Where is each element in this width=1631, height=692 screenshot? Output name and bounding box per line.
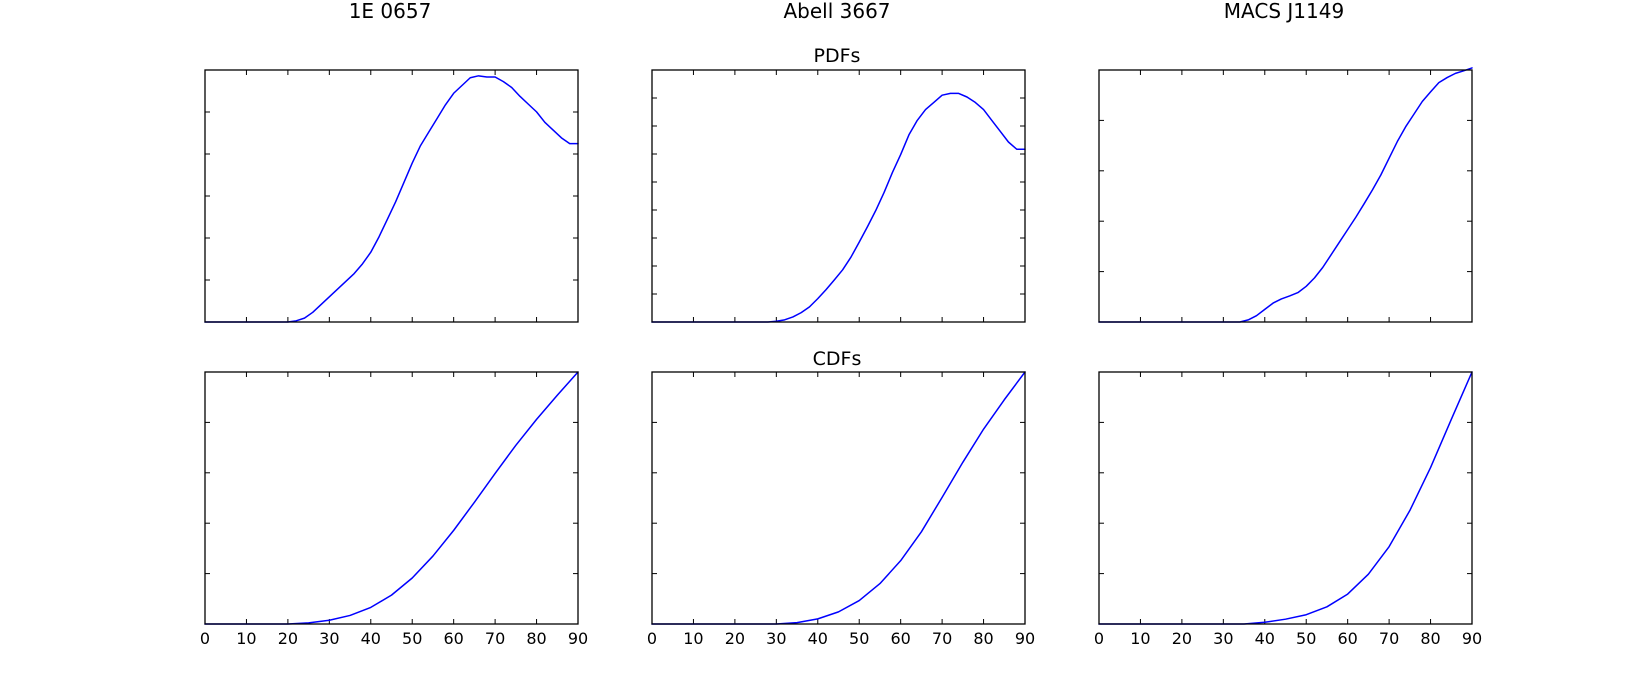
xtick-label: 50	[1296, 629, 1316, 648]
xtick-label: 50	[402, 629, 422, 648]
xtick-label: 90	[1015, 629, 1035, 648]
column-title-1e0657: 1E 0657	[349, 0, 432, 23]
xtick-label: 0	[647, 629, 657, 648]
xtick-label: 50	[849, 629, 869, 648]
series-line-cdfs-1e0657	[204, 371, 579, 625]
xtick-label: 80	[526, 629, 546, 648]
xtick-label: 90	[568, 629, 588, 648]
xtick-label: 30	[1213, 629, 1233, 648]
axes-frame	[651, 371, 1026, 625]
xtick-label: 40	[1255, 629, 1275, 648]
row-title-pdfs: PDFs	[814, 45, 861, 67]
xtick-label: 0	[200, 629, 210, 648]
row-title-cdfs: CDFs	[813, 348, 862, 370]
axes-frame	[1098, 69, 1473, 323]
series-line-pdfs-macsj1149	[1098, 67, 1473, 323]
xtick-label: 60	[443, 629, 463, 648]
subplot-cdfs-macsj1149: 0 10 20 30 40 50 60 70 80 90	[1094, 371, 1482, 648]
column-title-macsj1149: MACS J1149	[1224, 0, 1344, 23]
xtick-label: 40	[808, 629, 828, 648]
xtick-label: 10	[1130, 629, 1150, 648]
xtick-label: 70	[1379, 629, 1399, 648]
column-title-abell3667: Abell 3667	[783, 0, 890, 23]
xtick-label: 30	[319, 629, 339, 648]
xtick-label: 20	[725, 629, 745, 648]
xtick-label: 80	[973, 629, 993, 648]
series-line-pdfs-abell3667	[651, 92, 1026, 323]
subplot-pdfs-abell3667	[651, 69, 1026, 323]
subplot-pdfs-1e0657	[204, 69, 579, 323]
series-line-cdfs-abell3667	[651, 371, 1026, 625]
axes-frame	[1098, 371, 1473, 625]
subplot-pdfs-macsj1149	[1098, 67, 1473, 323]
series-line-cdfs-macsj1149	[1098, 371, 1473, 625]
axes-frame	[204, 371, 579, 625]
xtick-label: 60	[890, 629, 910, 648]
subplot-cdfs-abell3667: 0 10 20 30 40 50 60 70 80 90	[647, 371, 1035, 648]
xtick-label: 10	[683, 629, 703, 648]
xtick-label: 40	[361, 629, 381, 648]
xtick-label: 0	[1094, 629, 1104, 648]
subplot-grid: 0 10 20 30 40 50 60 70 80 90 0 10 20 30 40 50 60 70 80 90 0 1…	[200, 67, 1482, 648]
subplot-cdfs-1e0657: 0 10 20 30 40 50 60 70 80 90	[200, 371, 588, 648]
axes-frame	[651, 69, 1026, 323]
xtick-label: 20	[1172, 629, 1192, 648]
xtick-label: 60	[1337, 629, 1357, 648]
xtick-label: 30	[766, 629, 786, 648]
xtick-label: 10	[236, 629, 256, 648]
xtick-label: 70	[932, 629, 952, 648]
xtick-label: 80	[1420, 629, 1440, 648]
xtick-label: 70	[485, 629, 505, 648]
axes-frame	[204, 69, 579, 323]
xtick-label: 90	[1462, 629, 1482, 648]
series-line-pdfs-1e0657	[204, 75, 579, 323]
xtick-label: 20	[278, 629, 298, 648]
